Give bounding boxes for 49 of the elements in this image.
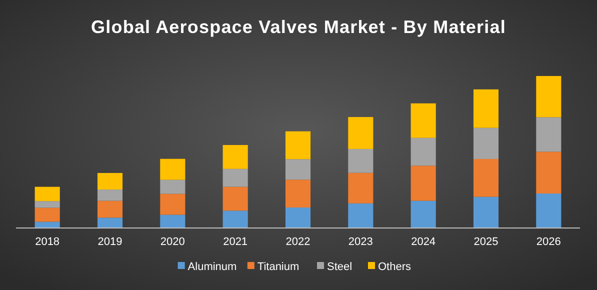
bar xyxy=(160,158,186,180)
bar xyxy=(97,200,123,218)
bar xyxy=(473,158,499,197)
bar xyxy=(97,190,123,201)
bar xyxy=(473,196,499,228)
bar xyxy=(348,148,374,173)
bar xyxy=(348,172,374,204)
bar xyxy=(34,186,60,202)
bar xyxy=(97,218,123,228)
bar xyxy=(536,152,562,194)
x-tick-label: 2018 xyxy=(35,236,60,248)
bar xyxy=(160,180,186,194)
bar xyxy=(285,207,311,228)
bar xyxy=(285,159,311,180)
bar xyxy=(34,208,60,222)
bar xyxy=(348,203,374,228)
chart-title: Global Aerospace Valves Market - By Material xyxy=(91,17,506,37)
bar xyxy=(34,201,60,208)
bar xyxy=(473,89,499,128)
legend-label: Steel xyxy=(327,261,352,273)
bar xyxy=(410,138,436,166)
x-tick-label: 2025 xyxy=(474,236,498,248)
bar xyxy=(222,168,248,187)
bar xyxy=(410,166,436,201)
bar xyxy=(410,103,436,138)
bar xyxy=(222,145,248,169)
bar xyxy=(473,128,499,159)
bar xyxy=(536,76,562,118)
x-tick-label: 2026 xyxy=(536,236,561,248)
bar xyxy=(348,117,374,149)
bar xyxy=(160,214,186,228)
x-tick-label: 2020 xyxy=(160,236,185,248)
x-tick-label: 2024 xyxy=(411,236,436,248)
bar xyxy=(536,193,562,228)
legend-label: Others xyxy=(378,261,412,273)
bar xyxy=(222,210,248,228)
bar xyxy=(285,131,311,160)
legend-label: Aluminum xyxy=(188,261,237,273)
x-tick-label: 2019 xyxy=(98,236,122,248)
bar xyxy=(410,200,436,228)
x-tick-label: 2021 xyxy=(223,236,248,248)
bar xyxy=(536,117,562,152)
legend-label: Titanium xyxy=(257,261,300,273)
bar xyxy=(222,186,248,211)
x-tick-label: 2023 xyxy=(348,236,373,248)
bar xyxy=(160,194,186,215)
bar xyxy=(97,172,123,190)
x-tick-label: 2022 xyxy=(286,236,310,248)
bar xyxy=(285,180,311,208)
